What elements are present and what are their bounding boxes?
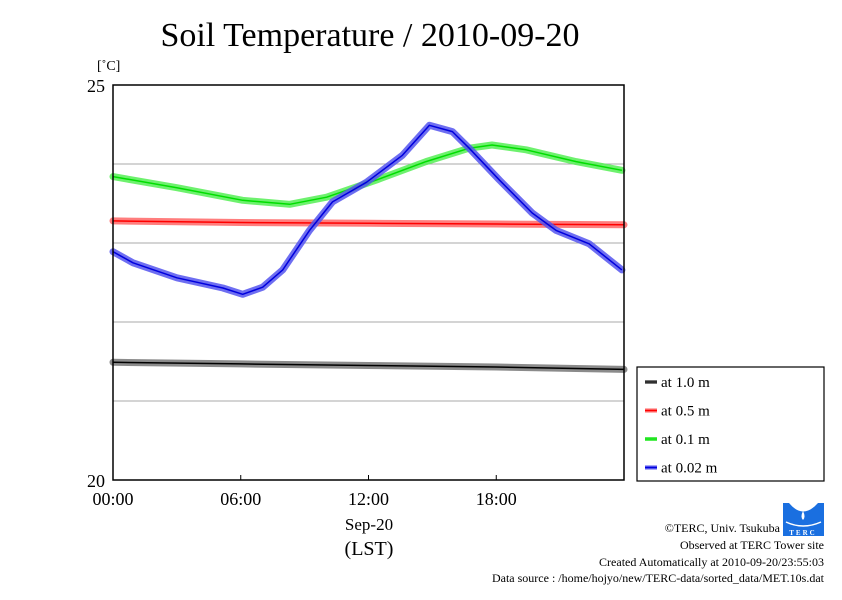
series-line-at-0-02-m [112, 124, 623, 296]
legend-label: at 0.02 m [661, 461, 718, 477]
x-axis-label: (LST) [345, 538, 394, 560]
terc-logo: TERC [783, 503, 824, 537]
x-tick-label: 06:00 [220, 489, 261, 509]
legend-label: at 0.1 m [661, 432, 710, 448]
legend-label: at 1.0 m [661, 375, 710, 391]
y-axis-unit: [˚C] [97, 59, 120, 74]
legend: at 1.0 m at 0.5 m at 0.1 m at 0.02 m [636, 366, 825, 482]
series-halo [109, 121, 626, 298]
series-line-at-0-5-m [112, 220, 625, 226]
logo-text: TERC [789, 529, 816, 537]
legend-label: at 0.5 m [661, 404, 710, 420]
series-line-at-1-0-m [112, 361, 625, 371]
chart-title: Soil Temperature / 2010-09-20 [160, 17, 579, 54]
x-tick-label: 18:00 [476, 489, 517, 509]
legend-box [636, 366, 825, 482]
series-line-at-0-1-m [112, 144, 623, 206]
y-tick-label: 25 [87, 76, 105, 96]
copyright-text: ©TERC, Univ. Tsukuba [665, 521, 781, 535]
data-source-text: Data source : /home/hojyo/new/TERC-data/… [492, 571, 825, 585]
x-tick-label: 12:00 [348, 489, 389, 509]
y-tick-label: 20 [87, 471, 105, 491]
x-axis-date: Sep-20 [345, 515, 393, 534]
observed-text: Observed at TERC Tower site [680, 538, 824, 552]
x-tick-label: 00:00 [92, 489, 133, 509]
created-text: Created Automatically at 2010-09-20/23:5… [599, 555, 824, 569]
